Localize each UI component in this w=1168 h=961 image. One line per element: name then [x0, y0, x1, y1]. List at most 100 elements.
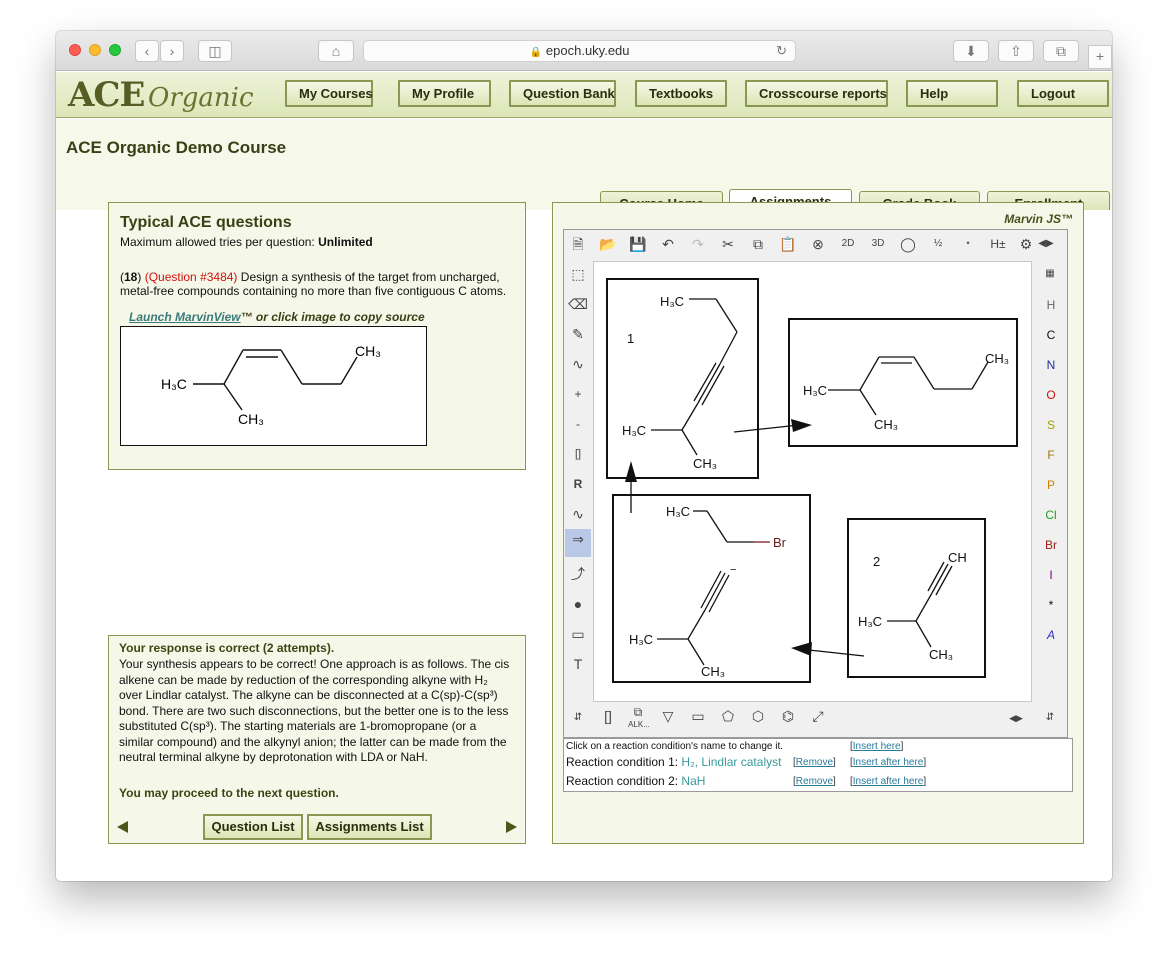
selection-icon[interactable]: ⬚	[571, 266, 585, 282]
element-cl[interactable]: Cl	[1045, 508, 1057, 522]
max-tries-label: Maximum allowed tries per question:	[120, 235, 319, 249]
curved-arrow-icon[interactable]: ⤴	[571, 566, 585, 582]
label-2: 2	[873, 554, 880, 569]
eraser-icon[interactable]: ⌫	[568, 296, 588, 312]
element-any[interactable]: *	[1048, 598, 1054, 612]
back-icon[interactable]: ‹	[135, 40, 159, 62]
reload-icon[interactable]: ↻	[776, 43, 787, 58]
ace-organic-logo[interactable]: ACE Organic	[68, 73, 254, 117]
bromo-h3c: H₃C	[666, 504, 690, 519]
attachment-icon[interactable]: ∿	[572, 506, 584, 522]
max-tries-text: Maximum allowed tries per question: Unli…	[120, 235, 373, 249]
element-br[interactable]: Br	[1045, 538, 1057, 552]
element-atom-list[interactable]: A	[1046, 628, 1055, 642]
condition-1-value[interactable]: H₂, Lindlar catalyst	[681, 755, 782, 769]
stereo-icon[interactable]: ⋆	[964, 238, 972, 249]
clean-2d-icon[interactable]: 2D	[841, 238, 855, 249]
home-icon[interactable]: ⌂	[318, 40, 354, 62]
next-question-arrow-icon[interactable]	[506, 821, 517, 833]
bottom-right-scroll-icon[interactable]: ⇵	[1045, 712, 1055, 723]
electron-dot-icon[interactable]: ●	[573, 596, 583, 612]
feedback-line: over Lindlar catalyst. The alkyne can be…	[119, 688, 498, 702]
sidebar-icon[interactable]: ◫	[198, 40, 232, 62]
redo-icon[interactable]: ↷	[692, 236, 704, 252]
share-icon[interactable]: ⇧	[998, 40, 1034, 62]
insert-after-condition-2-link[interactable]: Insert after here	[852, 776, 924, 787]
address-bar[interactable]: 🔒 epoch.uky.edu ↻	[363, 40, 796, 62]
insert-here-link[interactable]: Insert here	[852, 741, 901, 752]
save-icon[interactable]: 💾	[629, 236, 647, 252]
nav-my-courses[interactable]: My Courses	[285, 80, 373, 107]
single-bond-icon[interactable]: ✎	[572, 326, 584, 342]
target-ch3-bottom: CH₃	[874, 417, 898, 432]
zoom-icon[interactable]: ⊗	[812, 236, 824, 252]
nav-crosscourse-reports[interactable]: Crosscourse reports	[745, 80, 888, 107]
cut-icon[interactable]: ✂	[722, 236, 734, 252]
element-n[interactable]: N	[1046, 358, 1056, 372]
nav-logout[interactable]: Logout	[1017, 80, 1109, 107]
assignments-list-button[interactable]: Assignments List	[307, 814, 432, 840]
question-list-button[interactable]: Question List	[203, 814, 303, 840]
alkyne-template-icon[interactable]: ⧉	[633, 705, 643, 719]
question-number: 18	[124, 270, 138, 284]
3d-view-icon[interactable]: ◯	[900, 236, 916, 252]
previous-question-arrow-icon[interactable]	[117, 821, 128, 833]
numbering-icon[interactable]: ½	[933, 238, 943, 249]
marvin-editor[interactable]: 🗎 📂 💾 ↶ ↷ ✂ ⧉ 📋 ⊗ 2D 3D ◯ ½ ⋆ H± ⚙ ◀▶ ⬚ …	[563, 229, 1068, 738]
undo-icon[interactable]: ↶	[662, 236, 674, 252]
cyclobutane-icon[interactable]: ▭	[691, 708, 705, 724]
element-s[interactable]: S	[1046, 418, 1055, 432]
target-ch3-top: CH₃	[985, 351, 1009, 366]
increase-charge-icon[interactable]: +	[574, 387, 582, 401]
periodic-table-icon[interactable]: ▦	[1045, 268, 1055, 279]
settings-gear-icon[interactable]: ⚙	[1019, 236, 1033, 252]
target-molecule-image[interactable]: H₃C CH₃ CH₃	[120, 326, 427, 446]
condition-2-value[interactable]: NaH	[681, 774, 706, 788]
close-window-button[interactable]	[69, 44, 81, 56]
forward-icon[interactable]: ›	[160, 40, 184, 62]
element-p[interactable]: P	[1046, 478, 1055, 492]
element-h[interactable]: H	[1046, 298, 1056, 312]
cyclohexane-icon[interactable]: ⬡	[751, 708, 765, 724]
benzene-icon[interactable]: ⌬	[781, 708, 795, 724]
rectangle-shape-icon[interactable]: ▭	[571, 626, 585, 642]
element-c[interactable]: C	[1046, 328, 1056, 342]
reaction-arrow-icon[interactable]: ⇒	[565, 529, 591, 557]
element-i[interactable]: I	[1049, 568, 1053, 582]
launch-marvinview-link[interactable]: Launch MarvinView	[129, 310, 241, 324]
sgroup-bracket-icon[interactable]: []	[574, 448, 582, 460]
open-folder-icon[interactable]: 📂	[599, 236, 617, 252]
bottom-left-scroll-icon[interactable]: ⇵	[573, 712, 583, 723]
nav-my-profile[interactable]: My Profile	[398, 80, 491, 107]
nav-question-bank[interactable]: Question Bank	[509, 80, 616, 107]
element-f[interactable]: F	[1047, 448, 1055, 462]
chain-icon[interactable]: ∿	[572, 356, 584, 372]
download-icon[interactable]: ⬇	[953, 40, 989, 62]
zoom-window-button[interactable]	[109, 44, 121, 56]
nav-textbooks[interactable]: Textbooks	[635, 80, 727, 107]
remove-condition-2-link[interactable]: Remove	[795, 776, 834, 787]
r-group-icon[interactable]: R	[573, 477, 583, 491]
bottom-scroll-arrows-icon[interactable]: ◀▶	[1009, 713, 1023, 723]
toolbar-scroll-arrows-icon[interactable]: ◀▶	[1038, 238, 1054, 249]
insert-after-condition-1-link[interactable]: Insert after here	[852, 757, 924, 768]
tabs-overview-icon[interactable]: ⧉	[1043, 40, 1079, 62]
resize-arrow-icon[interactable]: ⤢	[812, 708, 824, 724]
new-document-icon[interactable]: 🗎	[572, 236, 584, 252]
template-shape-icon[interactable]: ▽	[662, 708, 674, 724]
text-tool-icon[interactable]: T	[573, 656, 583, 672]
drawing-canvas[interactable]: 1 H₃C H₃C CH₃ H₃C CH₃ CH₃ H₃C Br − H₃C C…	[593, 261, 1032, 702]
explicit-h-icon[interactable]: H±	[990, 237, 1006, 251]
paste-icon[interactable]: 📋	[779, 236, 797, 252]
minimize-window-button[interactable]	[89, 44, 101, 56]
decrease-charge-icon[interactable]: -	[576, 417, 580, 431]
new-tab-icon[interactable]: +	[1088, 45, 1112, 69]
element-o[interactable]: O	[1046, 388, 1056, 402]
anion-minus: −	[730, 564, 736, 576]
template-bracket-icon[interactable]: []	[604, 708, 612, 724]
copy-icon[interactable]: ⧉	[753, 236, 763, 252]
remove-condition-1-link[interactable]: Remove	[795, 757, 834, 768]
nav-help[interactable]: Help	[906, 80, 998, 107]
cyclopentane-icon[interactable]: ⬠	[721, 708, 735, 724]
clean-3d-icon[interactable]: 3D	[871, 238, 885, 249]
